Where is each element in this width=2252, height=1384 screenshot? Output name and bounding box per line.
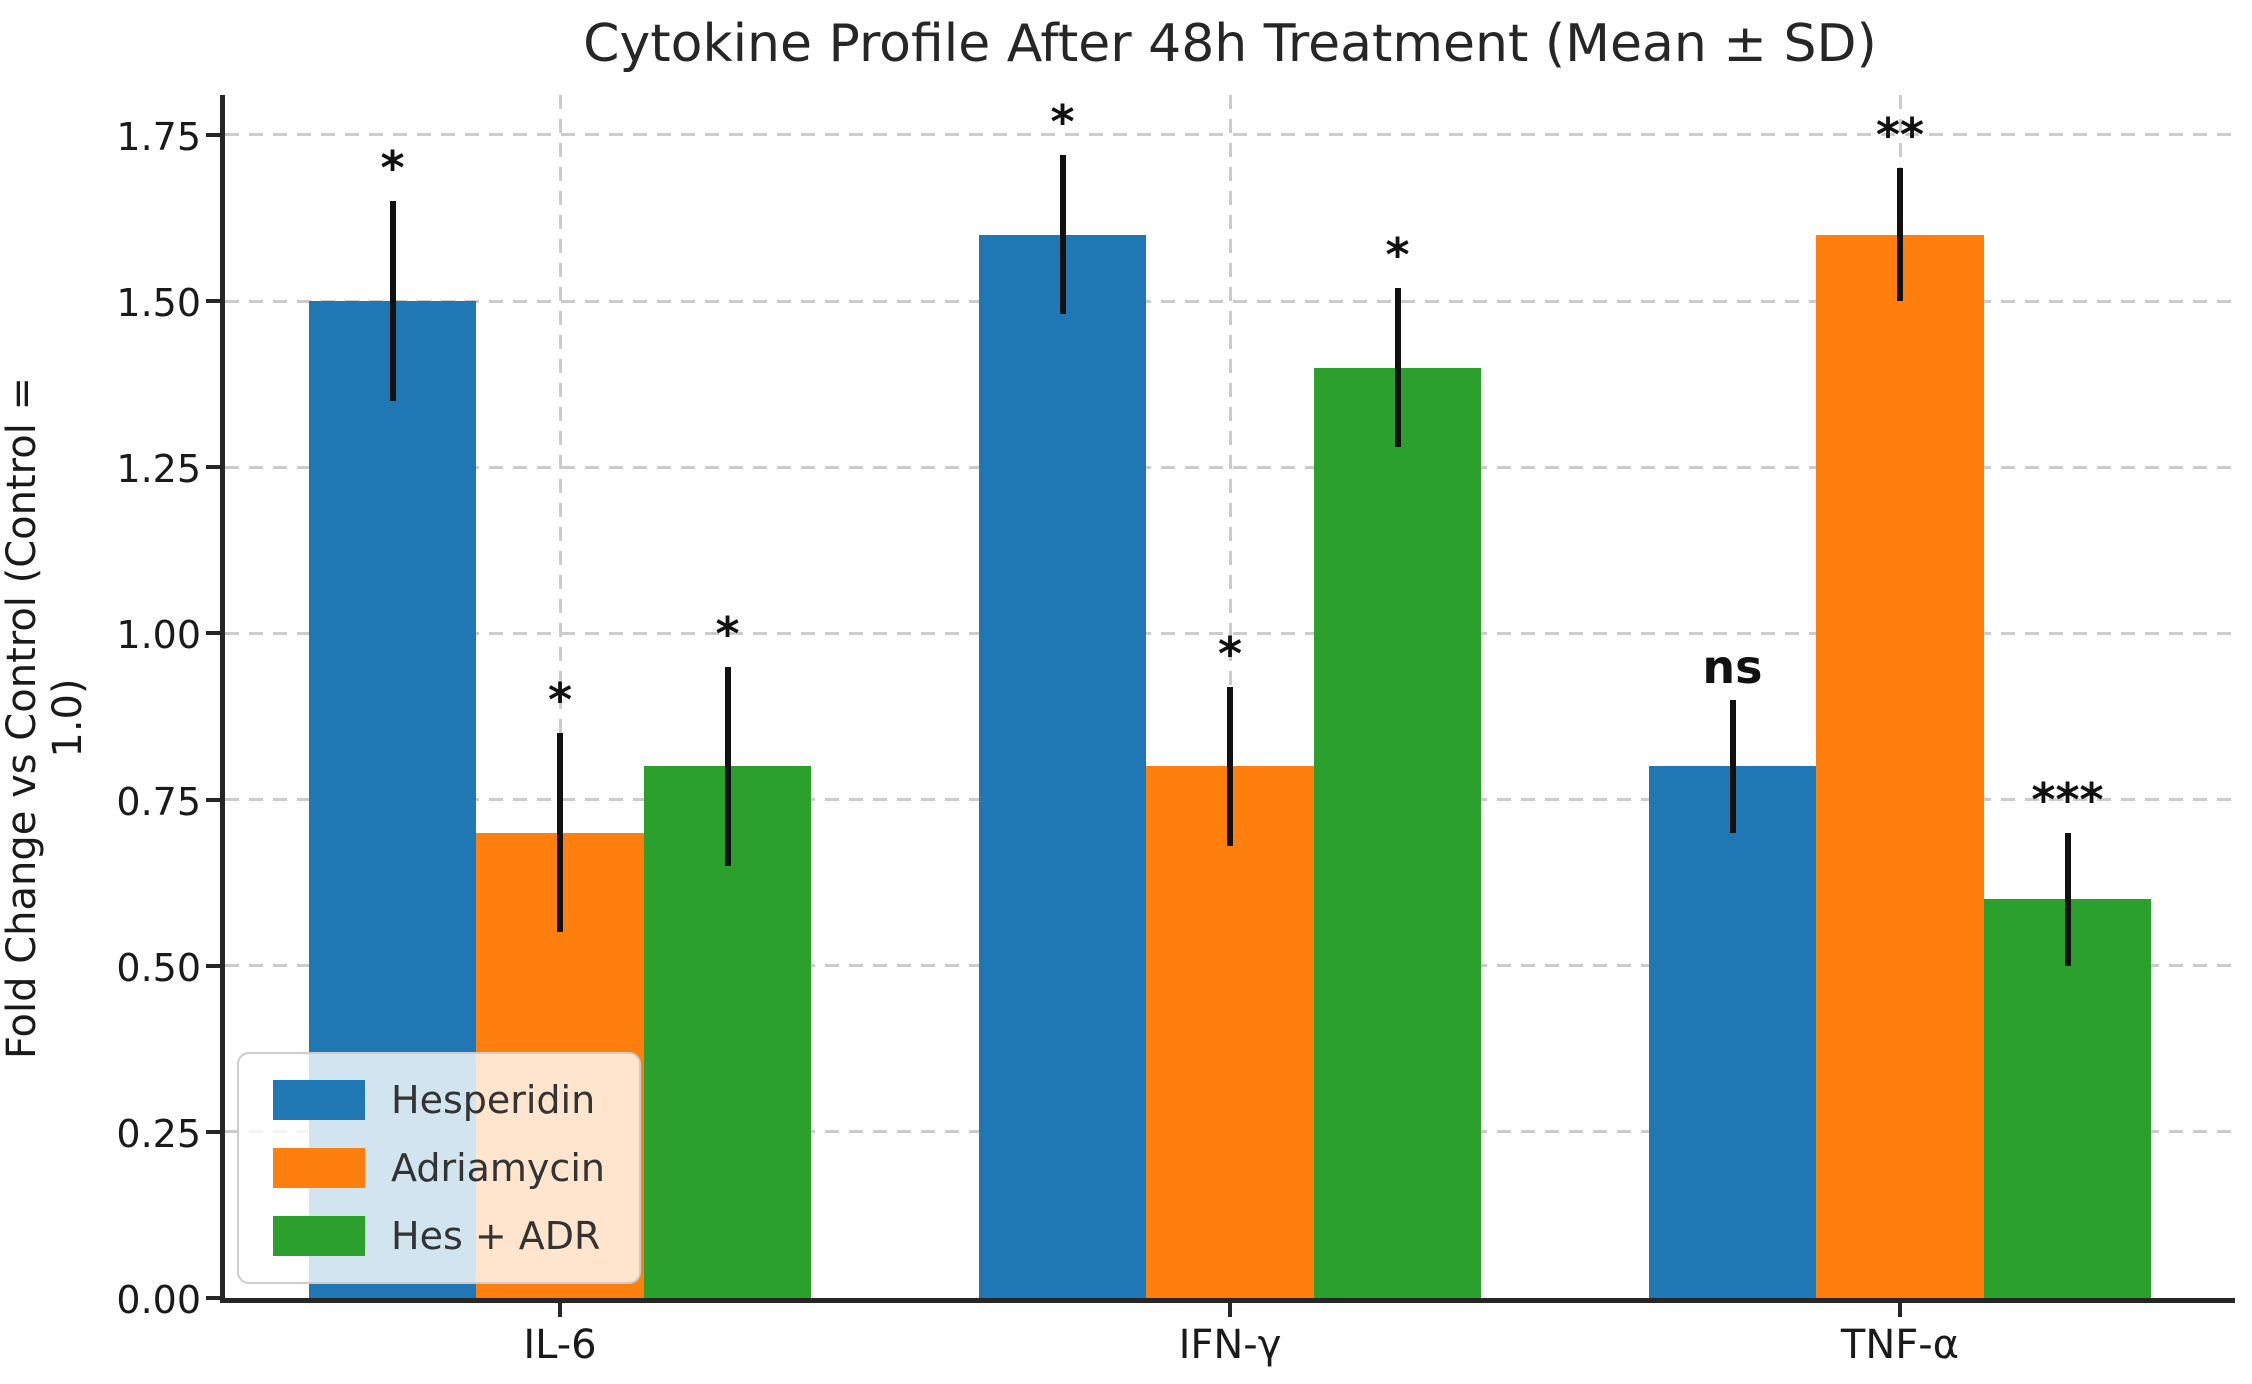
significance-marker-Adriamycin-TNF-α: **: [1875, 108, 1925, 163]
legend-item-Hesperidin: Hesperidin: [273, 1078, 605, 1122]
y-axis-spine: [220, 95, 225, 1303]
error-bar-Hes + ADR-IL-6: [724, 666, 731, 866]
y-tick-mark-0.25: [206, 1129, 220, 1134]
y-tick-label: 0.50: [116, 945, 201, 990]
significance-marker-Hesperidin-IFN-γ: *: [1050, 94, 1075, 149]
error-bar-Adriamycin-TNF-α: [1897, 168, 1903, 302]
error-bar-Adriamycin-IL-6: [557, 733, 563, 933]
significance-marker-Adriamycin-IFN-γ: *: [1217, 626, 1243, 681]
legend-swatch-Adriamycin: [273, 1148, 365, 1188]
legend-item-Hes + ADR: Hes + ADR: [273, 1214, 605, 1258]
y-tick-mark-0.75: [206, 797, 220, 802]
legend-item-Adriamycin: Adriamycin: [273, 1146, 605, 1190]
error-bar-Hesperidin-TNF-α: [1729, 699, 1736, 833]
error-bar-Hesperidin-IFN-γ: [1059, 154, 1066, 315]
plot-area: * * ns * * ** * * *** 0.00 0.25 0.50 0.75 1.00 1.25 1.…: [116, 94, 2235, 1368]
legend-label: Adriamycin: [391, 1146, 605, 1190]
y-tick-mark-1.50: [206, 299, 220, 304]
bar-Adriamycin-IFN-γ: [1146, 766, 1314, 1298]
legend-swatch-Hes + ADR: [273, 1216, 365, 1256]
y-axis-label: Fold Change vs Control (Control = 1.0): [0, 376, 91, 1060]
y-tick-mark-1.00: [206, 631, 220, 636]
error-bar-Hes + ADR-IFN-γ: [1394, 287, 1401, 448]
y-tick-mark-1.75: [206, 132, 220, 137]
y-tick-label: 0.25: [116, 1111, 201, 1156]
significance-marker-Hes + ADR-IL-6: *: [715, 606, 740, 661]
x-tick-mark-IFN-γ: [1228, 1303, 1232, 1317]
error-bar-Adriamycin-IFN-γ: [1227, 686, 1233, 847]
bar-Hesperidin-IFN-γ: [978, 234, 1147, 1298]
legend-swatch-Hesperidin: [273, 1080, 365, 1120]
legend: Hesperidin Adriamycin Hes + ADR: [237, 1052, 641, 1284]
y-tick-label: 0.00: [116, 1278, 201, 1322]
significance-marker-Adriamycin-IL-6: *: [547, 673, 573, 728]
x-tick-label-IFN-γ: IFN-γ: [1178, 1322, 1282, 1368]
significance-marker-Hesperidin-TNF-α: ns: [1702, 639, 1763, 694]
y-tick-label: 1.75: [116, 114, 201, 159]
error-bar-Hes + ADR-TNF-α: [2064, 832, 2071, 966]
y-tick-mark-1.25: [206, 465, 220, 470]
significance-marker-Hes + ADR-IFN-γ: *: [1385, 227, 1410, 282]
legend-label: Hesperidin: [391, 1078, 596, 1122]
x-tick-mark-IL-6: [558, 1303, 562, 1317]
legend-label: Hes + ADR: [391, 1214, 601, 1258]
y-tick-label: 0.75: [116, 779, 201, 824]
y-tick-mark-0.50: [206, 963, 220, 968]
bar-Hes + ADR-IFN-γ: [1313, 367, 1482, 1298]
chart-title: Cytokine Profile After 48h Treatment (Me…: [583, 14, 1877, 74]
bar-Hesperidin-TNF-α: [1648, 766, 1817, 1298]
x-tick-label-TNF-α: TNF-α: [1840, 1322, 1960, 1368]
y-tick-mark-0.00: [206, 1296, 220, 1300]
y-tick-label: 1.00: [116, 613, 201, 658]
significance-marker-Hes + ADR-TNF-α: ***: [2031, 772, 2104, 827]
y-tick-label: 1.25: [116, 447, 201, 492]
v-gridline-IL-6: [558, 95, 562, 1298]
x-tick-mark-TNF-α: [1898, 1303, 1902, 1317]
x-axis-spine: [220, 1298, 2235, 1303]
y-tick-label: 1.50: [116, 281, 201, 326]
error-bar-Hesperidin-IL-6: [389, 201, 396, 401]
x-tick-label-IL-6: IL-6: [523, 1322, 597, 1368]
bar-Adriamycin-TNF-α: [1816, 234, 1984, 1298]
significance-marker-Hesperidin-IL-6: *: [380, 141, 405, 196]
